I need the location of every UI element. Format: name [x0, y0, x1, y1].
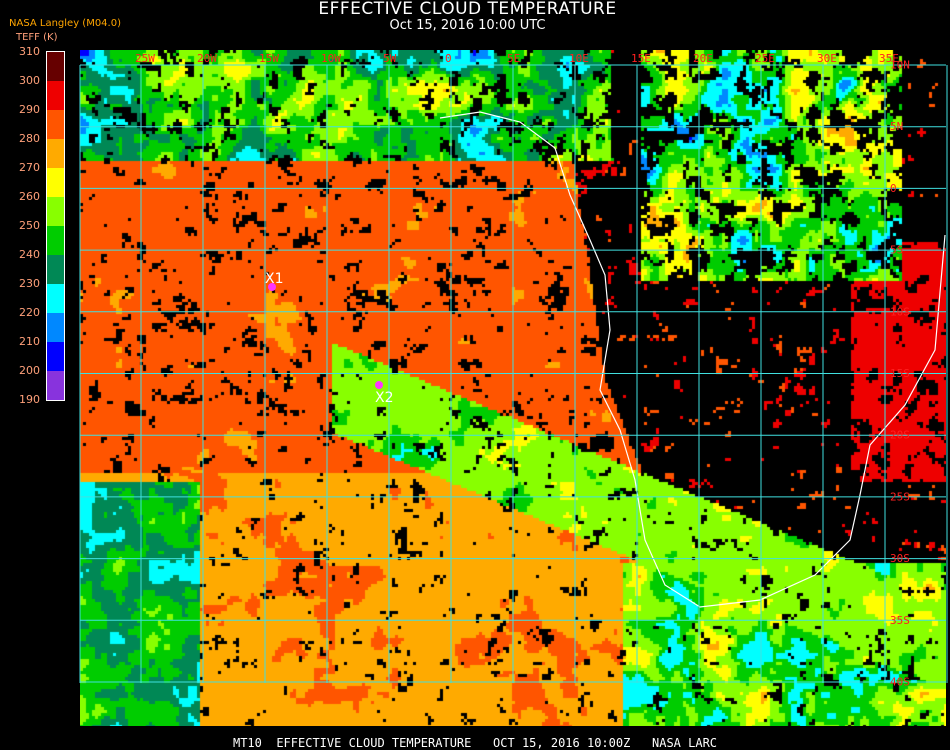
latitude-label: 5S: [890, 244, 903, 257]
source-label: NASA Langley (M04.0): [9, 18, 121, 29]
legend-tick: 300: [19, 74, 40, 87]
latitude-label: 30S: [890, 552, 910, 565]
latitude-label: 10S: [890, 305, 910, 318]
legend-swatch: [47, 371, 64, 400]
marker-label: X2: [375, 390, 394, 406]
legend-swatch: [47, 226, 64, 255]
legend-tick: 280: [19, 132, 40, 145]
marker-x1[interactable]: [268, 283, 276, 291]
legend-swatch: [47, 168, 64, 197]
legend-tick: 270: [19, 161, 40, 174]
legend-swatch: [47, 342, 64, 371]
longitude-label: 20W: [197, 52, 217, 65]
legend-tick: 240: [19, 248, 40, 261]
longitude-label: 0: [445, 52, 452, 65]
longitude-label: 25E: [755, 52, 775, 65]
legend-swatch: [47, 284, 64, 313]
legend-tick: 200: [19, 364, 40, 377]
legend-tick: 210: [19, 335, 40, 348]
legend-swatch: [47, 110, 64, 139]
page-title: EFFECTIVE CLOUD TEMPERATURE: [318, 0, 617, 19]
longitude-label: 5E: [507, 52, 520, 65]
latitude-label: 40S: [890, 676, 910, 689]
latitude-label: 15S: [890, 367, 910, 380]
coastline: [439, 111, 946, 608]
marker-label: X1: [265, 271, 284, 287]
longitude-label: 25W: [135, 52, 155, 65]
legend-tick: 250: [19, 219, 40, 232]
legend-swatch: [47, 313, 64, 342]
legend-tick: 310: [19, 45, 40, 58]
longitude-label: 15E: [631, 52, 651, 65]
latitude-label: 5N: [890, 120, 903, 133]
legend-tick: 190: [19, 393, 40, 406]
longitude-label: 35E: [879, 52, 899, 65]
legend-tick: 290: [19, 103, 40, 116]
legend-swatch: [47, 255, 64, 284]
legend-swatch: [47, 81, 64, 110]
latitude-label: 0: [890, 182, 897, 195]
color-legend: [46, 51, 65, 401]
legend-tick: 230: [19, 277, 40, 290]
legend-unit-label: TEFF (K): [16, 32, 58, 43]
page-subtitle: Oct 15, 2016 10:00 UTC: [389, 18, 546, 33]
longitude-label: 10W: [321, 52, 341, 65]
longitude-label: 10E: [569, 52, 589, 65]
longitude-label: 5W: [383, 52, 397, 65]
latitude-label: 35S: [890, 614, 910, 627]
legend-swatch: [47, 139, 64, 168]
legend-swatch: [47, 52, 64, 81]
legend-tick: 220: [19, 306, 40, 319]
latitude-label: 10N: [890, 59, 910, 72]
marker-x2[interactable]: [375, 381, 383, 389]
longitude-label: 15W: [259, 52, 279, 65]
longitude-label: 30E: [817, 52, 837, 65]
longitude-label: 20E: [693, 52, 713, 65]
latitude-label: 25S: [890, 490, 910, 503]
footer-caption: MT10 EFFECTIVE CLOUD TEMPERATURE OCT 15,…: [232, 736, 718, 750]
legend-swatch: [47, 197, 64, 226]
legend-tick: 260: [19, 190, 40, 203]
latitude-label: 20S: [890, 429, 910, 442]
